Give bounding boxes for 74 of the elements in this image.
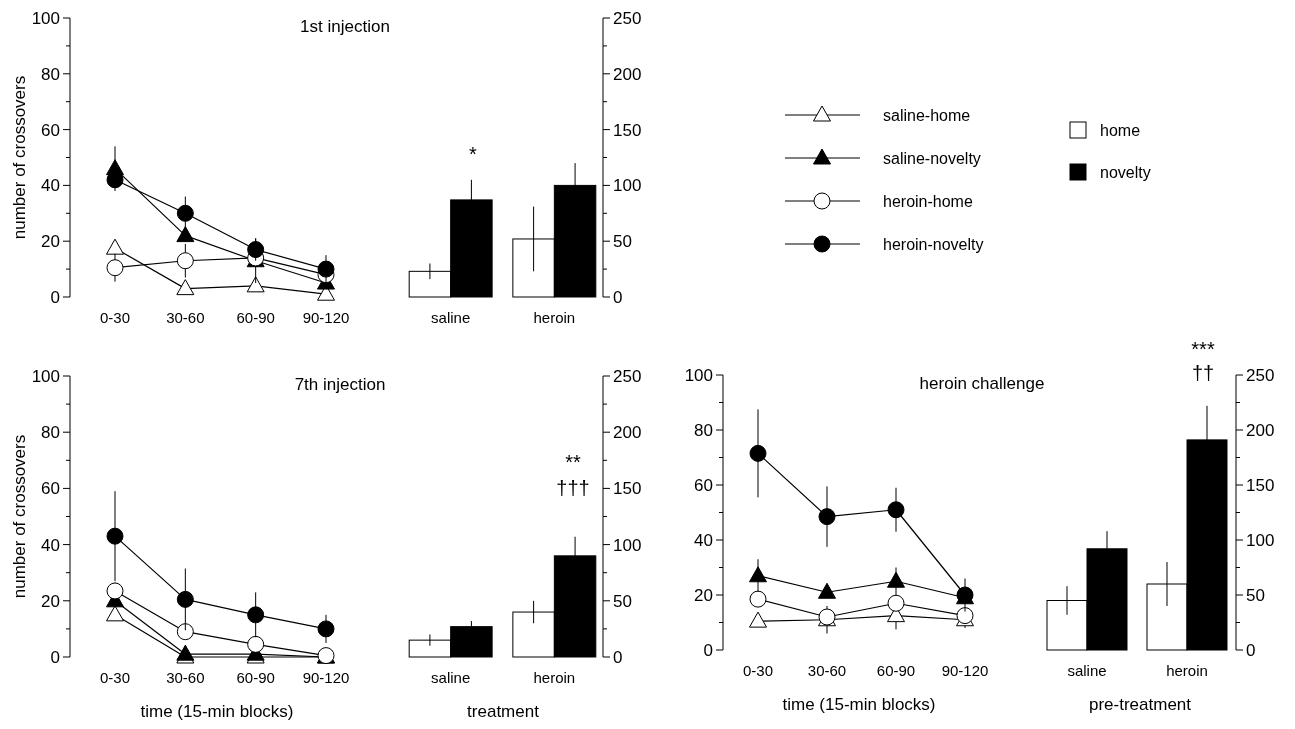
- x-tick-label: 0-30: [99, 669, 131, 686]
- y-tick-label: 60: [694, 475, 713, 495]
- y-tick-label: 80: [41, 423, 60, 443]
- y-tick-label: 100: [613, 535, 642, 555]
- y-tick-label: 0: [613, 647, 623, 667]
- y-tick-label: 100: [684, 365, 713, 385]
- x-tick-label: heroin: [533, 669, 576, 686]
- legend-label: saline-novelty: [883, 149, 981, 167]
- y-tick-label: 150: [613, 479, 642, 499]
- y-tick-label: 150: [1246, 475, 1275, 495]
- annotation: **: [565, 451, 581, 473]
- x-tick-label: heroin: [533, 309, 576, 326]
- y-tick-label: 200: [613, 64, 642, 84]
- y-tick-label: 50: [1246, 585, 1265, 605]
- y-tick-label: 200: [613, 423, 642, 443]
- y-tick-label: 40: [41, 535, 60, 555]
- x-tick-label: saline: [431, 309, 471, 326]
- y-tick-label: 0: [50, 647, 60, 667]
- y-axis-title: number of crossovers: [10, 434, 29, 599]
- y-tick-label: 0: [703, 640, 713, 660]
- y-tick-label: 100: [1246, 530, 1275, 550]
- y-tick-label: 100: [31, 8, 60, 28]
- legend-label: heroin-novelty: [883, 235, 984, 253]
- y-tick-label: 250: [1246, 365, 1275, 385]
- x-axis-title: treatment: [467, 702, 540, 721]
- y-tick-label: 50: [613, 232, 632, 252]
- annotation: ††: [1191, 362, 1215, 384]
- y-tick-label: 0: [613, 287, 623, 307]
- x-tick-label: saline: [431, 669, 471, 686]
- y-axis-title: number of crossovers: [10, 75, 29, 240]
- x-tick-label: 90-120: [941, 662, 989, 679]
- x-tick-label: 0-30: [99, 309, 131, 326]
- y-tick-label: 20: [41, 591, 60, 611]
- x-tick-label: 0-30: [742, 662, 774, 679]
- y-tick-label: 40: [41, 176, 60, 196]
- chart-title: 7th injection: [294, 375, 386, 394]
- y-tick-label: 150: [613, 120, 642, 140]
- x-tick-label: heroin: [1166, 662, 1208, 679]
- annotation: †††: [556, 477, 590, 499]
- chart-title: heroin challenge: [919, 374, 1045, 393]
- x-tick-label: 60-90: [236, 309, 275, 326]
- x-tick-label: 60-90: [236, 669, 275, 686]
- y-tick-label: 0: [50, 287, 60, 307]
- y-tick-label: 250: [613, 366, 642, 386]
- y-tick-label: 40: [694, 530, 713, 550]
- y-tick-label: 20: [41, 232, 60, 252]
- legend-label: saline-home: [883, 106, 971, 124]
- y-tick-label: 80: [41, 64, 60, 84]
- x-axis-title: pre-treatment: [1088, 695, 1192, 714]
- y-tick-label: 60: [41, 479, 60, 499]
- y-tick-label: 100: [31, 366, 60, 386]
- x-tick-label: 30-60: [166, 669, 205, 686]
- y-tick-label: 0: [1246, 640, 1256, 660]
- y-tick-label: 50: [613, 591, 632, 611]
- x-tick-label: saline: [1067, 662, 1107, 679]
- x-tick-label: 90-120: [302, 669, 350, 686]
- legend-label: home: [1100, 121, 1141, 139]
- y-tick-label: 250: [613, 8, 642, 28]
- y-tick-label: 20: [694, 585, 713, 605]
- legend-label: heroin-home: [883, 192, 973, 210]
- text: ***: [1191, 338, 1215, 360]
- x-axis-title: time (15-min blocks): [782, 695, 936, 714]
- x-tick-label: 90-120: [302, 309, 350, 326]
- chart-title: 1st injection: [300, 17, 390, 36]
- x-tick-label: 30-60: [807, 662, 847, 679]
- x-tick-label: 30-60: [166, 309, 205, 326]
- y-tick-label: 200: [1246, 420, 1275, 440]
- annotation: *: [469, 143, 478, 165]
- legend-label: novelty: [1100, 163, 1151, 181]
- x-axis-title: time (15-min blocks): [140, 702, 294, 721]
- y-tick-label: 60: [41, 120, 60, 140]
- y-tick-label: 80: [694, 420, 713, 440]
- x-tick-label: 60-90: [876, 662, 916, 679]
- y-tick-label: 100: [613, 176, 642, 196]
